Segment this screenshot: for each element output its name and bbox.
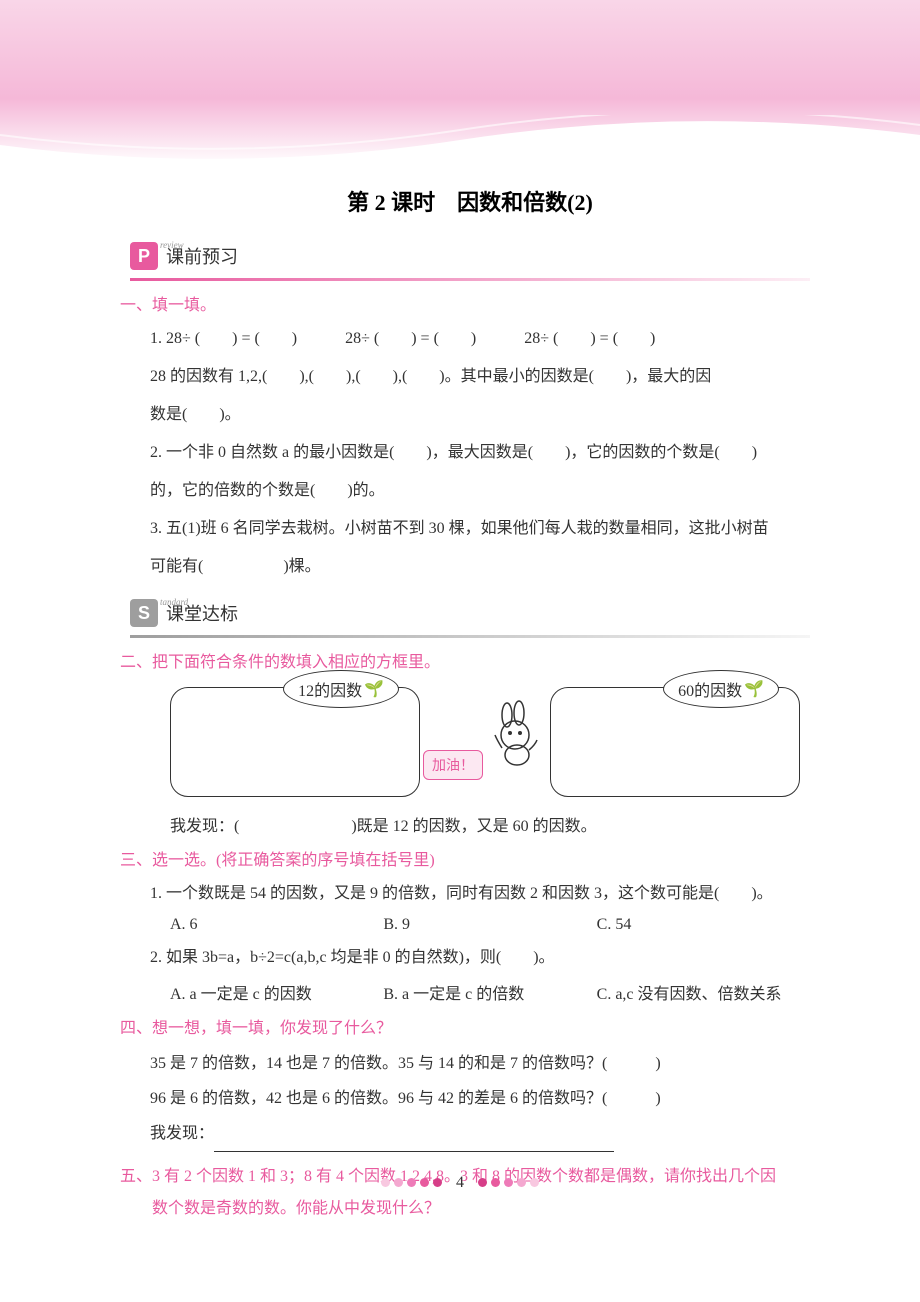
sec3-q1-choices: A. 6 B. 9 C. 54 <box>170 916 810 934</box>
sec1-q1b: 28 的因数有 1,2,( ),( ),( ),( )。其中最小的因数是( )，… <box>150 361 810 393</box>
preview-badge: P review 课前预习 <box>130 242 238 270</box>
sec3-q1: 1. 一个数既是 54 的因数，又是 9 的倍数，同时有因数 2 和因数 3，这… <box>150 878 810 910</box>
sec3-q1c: C. 54 <box>597 916 810 934</box>
dot <box>381 1178 390 1187</box>
page-footer: 4 <box>0 1174 920 1193</box>
footer-dots: 4 <box>381 1174 539 1192</box>
factor-label-60: 60的因数 🌱 <box>663 670 779 708</box>
sec3-q2-choices: A. a 一定是 c 的因数 B. a 一定是 c 的倍数 C. a,c 没有因… <box>170 980 810 1004</box>
sec3-q2a: A. a 一定是 c 的因数 <box>170 980 383 1004</box>
dot <box>530 1178 539 1187</box>
sec3-q1a: A. 6 <box>170 916 383 934</box>
leaf-icon: 🌱 <box>364 679 384 699</box>
sec4-l1: 35 是 7 的倍数，14 也是 7 的倍数。35 与 14 的和是 7 的倍数… <box>150 1046 810 1081</box>
sec1-q2b: 的，它的倍数的个数是( )的。 <box>150 475 810 507</box>
badge-text-standard: 课堂达标 <box>166 604 238 624</box>
badge-sup-standard: tandard <box>160 597 188 607</box>
dot <box>407 1178 416 1187</box>
sec4-underline <box>214 1134 614 1152</box>
header-banner <box>0 0 920 165</box>
jiayou-bubble: 加油！ <box>423 750 483 780</box>
standard-badge: S tandard 课堂达标 <box>130 599 238 627</box>
sec4-l3: 我发现： <box>150 1125 214 1142</box>
dot <box>478 1178 487 1187</box>
badge-letter-p: P <box>130 242 158 270</box>
dot <box>491 1178 500 1187</box>
factor-box-12: 12的因数 🌱 <box>170 687 420 797</box>
sec4-heading: 四、想一想，填一填，你发现了什么？ <box>120 1014 810 1038</box>
lesson-title: 第 2 课时 因数和倍数(2) <box>130 185 810 217</box>
sec5-heading2: 数个数是奇数的数。你能从中发现什么？ <box>152 1194 810 1218</box>
sec3-q2c: C. a,c 没有因数、倍数关系 <box>597 980 810 1004</box>
sec4-l3-row: 我发现： <box>150 1116 810 1151</box>
sec3-q1b: B. 9 <box>383 916 596 934</box>
sec3-q2: 2. 如果 3b=a，b÷2=c(a,b,c 均是非 0 的自然数)，则( )。 <box>150 942 810 974</box>
leaf-icon-2: 🌱 <box>744 679 764 699</box>
sec2-heading: 二、把下面符合条件的数填入相应的方框里。 <box>120 648 810 672</box>
dot <box>420 1178 429 1187</box>
factor-label-12-text: 12的因数 <box>298 677 362 701</box>
badge-underline-s <box>130 635 810 638</box>
badge-letter-s: S <box>130 599 158 627</box>
dot <box>433 1178 442 1187</box>
page-number: 4 <box>456 1174 464 1192</box>
factor-box-60: 60的因数 🌱 <box>550 687 800 797</box>
factor-label-12: 12的因数 🌱 <box>283 670 399 708</box>
sec3-q2b: B. a 一定是 c 的倍数 <box>383 980 596 1004</box>
sec1-q3b: 可能有( )棵。 <box>150 551 810 583</box>
sec1-q1c: 数是( )。 <box>150 399 810 431</box>
badge-text-preview: 课前预习 <box>166 247 238 267</box>
badge-underline-p <box>130 278 810 281</box>
bunny-center: 加油！ <box>423 700 547 785</box>
sec3-heading: 三、选一选。(将正确答案的序号填在括号里) <box>120 846 810 870</box>
dot <box>504 1178 513 1187</box>
wave-decoration <box>0 115 920 165</box>
dot <box>517 1178 526 1187</box>
sec1-q3a: 3. 五(1)班 6 名同学去栽树。小树苗不到 30 棵，如果他们每人栽的数量相… <box>150 513 810 545</box>
dot <box>394 1178 403 1187</box>
factor-label-60-text: 60的因数 <box>678 677 742 701</box>
sec1-q1a: 1. 28÷ ( ) = ( ) 28÷ ( ) = ( ) 28÷ ( ) =… <box>150 323 810 355</box>
sec1-q2a: 2. 一个非 0 自然数 a 的最小因数是( )，最大因数是( )，它的因数的个… <box>150 437 810 469</box>
factor-boxes-row: 12的因数 🌱 加油！ 60的因数 🌱 <box>130 687 810 797</box>
badge-sup-review: review <box>160 240 184 250</box>
bunny-icon <box>487 700 547 770</box>
sec1-heading: 一、填一填。 <box>120 291 810 315</box>
sec2-discover: 我发现：( )既是 12 的因数，又是 60 的因数。 <box>170 812 810 836</box>
sec4-l2: 96 是 6 的倍数，42 也是 6 的倍数。96 与 42 的差是 6 的倍数… <box>150 1081 810 1116</box>
